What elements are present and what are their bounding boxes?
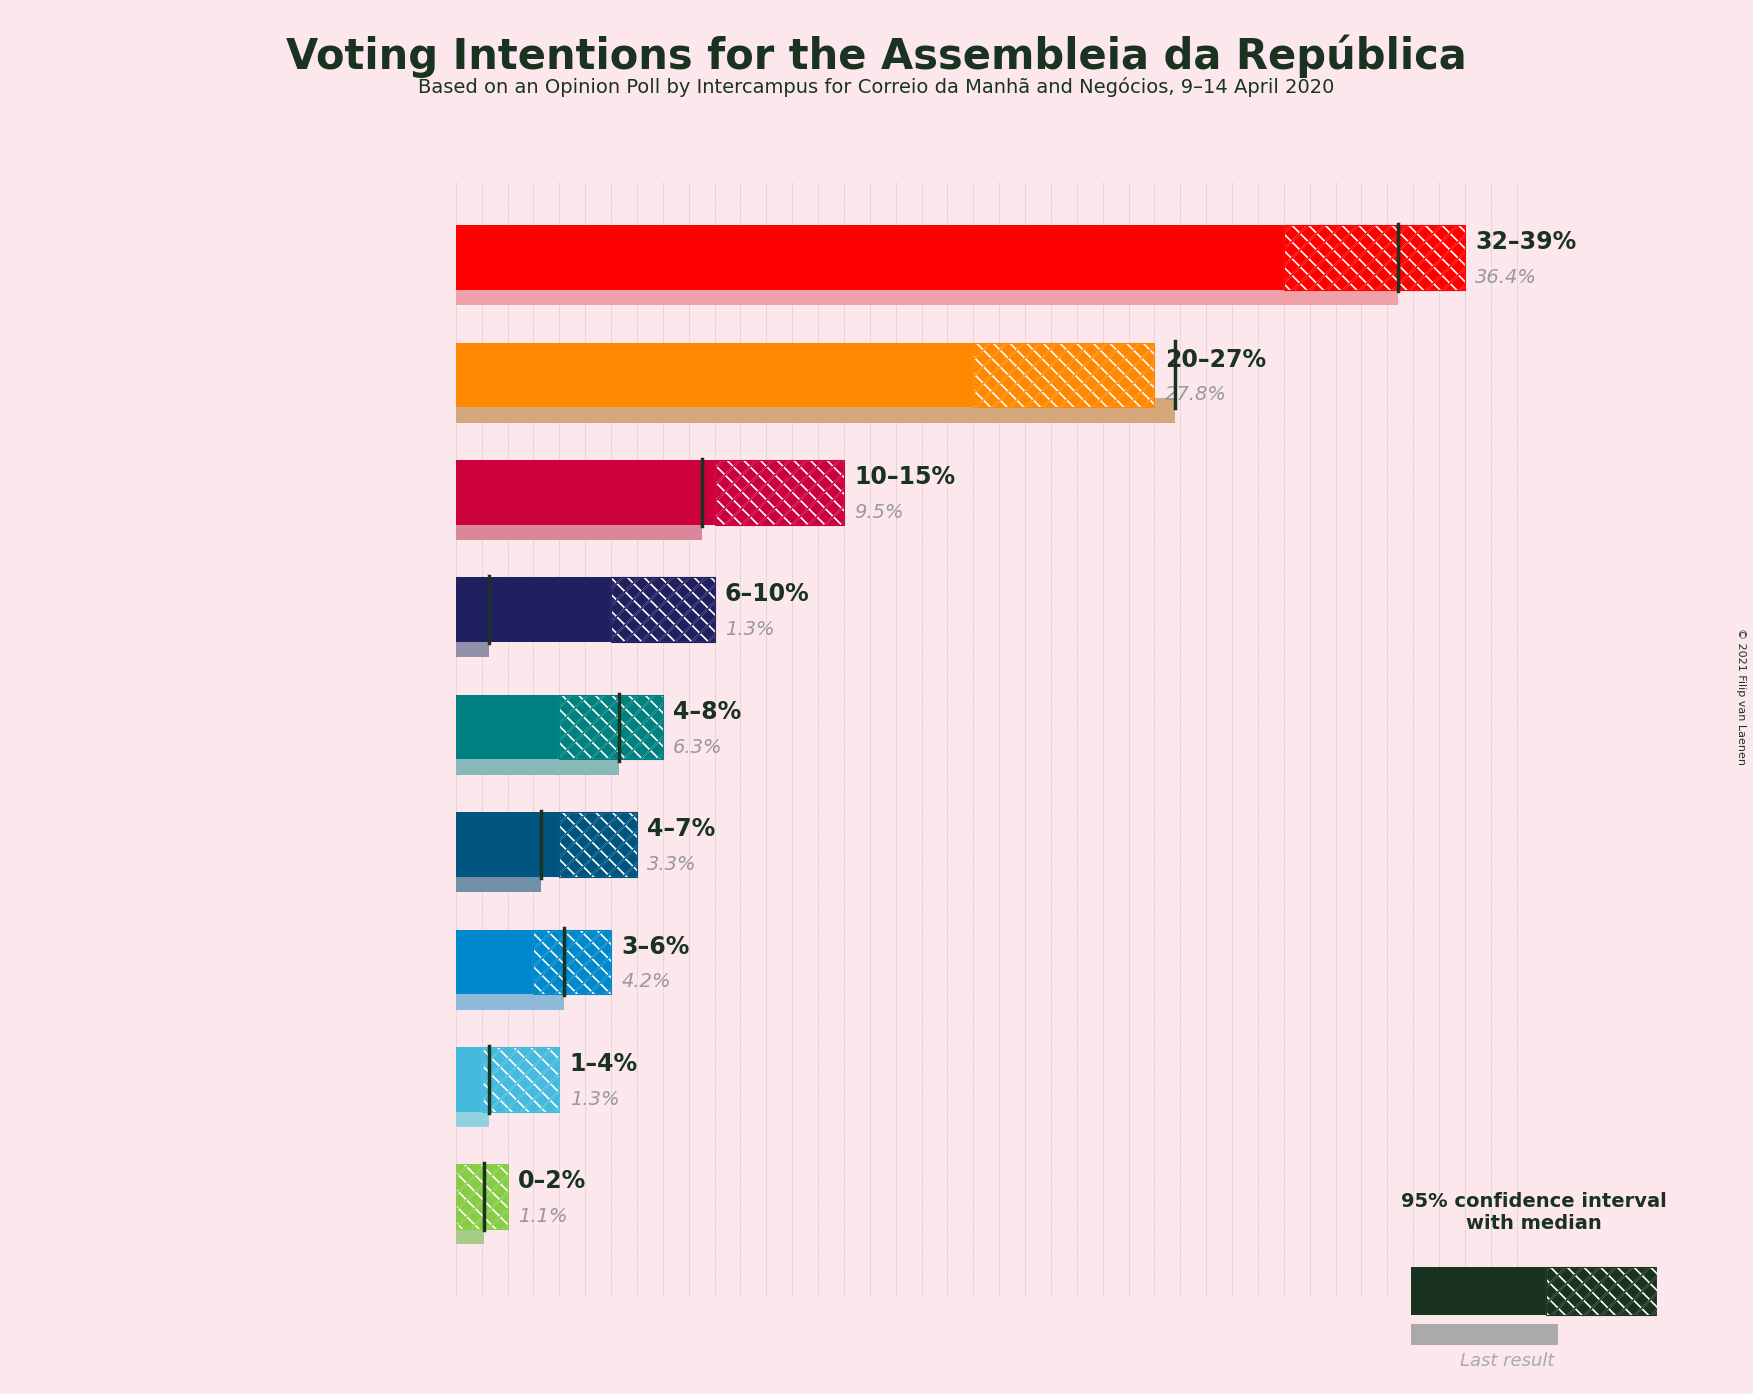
Bar <box>456 867 542 892</box>
Text: Based on an Opinion Poll by Intercampus for Correio da Manhã and Negócios, 9–14 : Based on an Opinion Poll by Intercampus … <box>419 77 1334 96</box>
Bar <box>1283 226 1466 290</box>
Text: 4–8%: 4–8% <box>673 700 742 723</box>
Bar <box>973 343 1155 407</box>
Bar <box>1283 226 1466 290</box>
Bar <box>456 1164 508 1230</box>
Text: 1.3%: 1.3% <box>570 1090 619 1108</box>
Text: 32–39%: 32–39% <box>1476 230 1576 254</box>
Bar <box>715 460 843 524</box>
Bar <box>456 516 701 539</box>
Bar <box>533 930 612 994</box>
Bar <box>456 343 973 407</box>
Text: 0–2%: 0–2% <box>517 1170 586 1193</box>
Bar <box>1411 1324 1558 1345</box>
Text: © 2021 Filip van Laenen: © 2021 Filip van Laenen <box>1735 629 1746 765</box>
Text: 4.2%: 4.2% <box>621 973 671 991</box>
Text: 27.8%: 27.8% <box>1164 385 1227 404</box>
Bar <box>456 1047 482 1111</box>
Bar <box>456 1220 484 1245</box>
Bar <box>559 813 636 877</box>
Bar <box>456 226 1283 290</box>
Bar <box>456 280 1397 305</box>
Text: 1–4%: 1–4% <box>570 1052 638 1076</box>
Bar <box>715 460 843 524</box>
Text: 1.3%: 1.3% <box>726 620 775 638</box>
Bar <box>456 633 489 658</box>
Bar <box>559 694 663 760</box>
Text: 20–27%: 20–27% <box>1164 347 1266 372</box>
Bar <box>559 694 663 760</box>
Bar <box>1546 1267 1657 1315</box>
Bar <box>456 813 559 877</box>
Bar <box>482 1047 559 1111</box>
Bar <box>456 1164 508 1230</box>
Bar <box>1546 1267 1657 1315</box>
Text: 3–6%: 3–6% <box>621 934 689 959</box>
Text: 6.3%: 6.3% <box>673 737 722 757</box>
Bar <box>973 343 1155 407</box>
Bar <box>456 930 533 994</box>
Text: 6–10%: 6–10% <box>726 583 810 606</box>
Text: Last result: Last result <box>1460 1352 1555 1370</box>
Bar <box>559 813 636 877</box>
Text: 9.5%: 9.5% <box>854 503 905 521</box>
Bar <box>1411 1267 1546 1315</box>
Text: 4–7%: 4–7% <box>647 817 715 841</box>
Bar <box>612 577 715 643</box>
Text: 36.4%: 36.4% <box>1476 268 1537 287</box>
Bar <box>456 577 612 643</box>
Bar <box>456 460 715 524</box>
Bar <box>456 986 564 1009</box>
Text: 3.3%: 3.3% <box>647 855 696 874</box>
Text: 95% confidence interval
with median: 95% confidence interval with median <box>1401 1192 1667 1232</box>
Bar <box>456 694 559 760</box>
Bar <box>482 1047 559 1111</box>
Bar <box>456 750 619 775</box>
Text: Voting Intentions for the Assembleia da República: Voting Intentions for the Assembleia da … <box>286 35 1467 78</box>
Bar <box>533 930 612 994</box>
Bar <box>612 577 715 643</box>
Text: 10–15%: 10–15% <box>854 466 955 489</box>
Text: 1.1%: 1.1% <box>517 1207 568 1227</box>
Bar <box>456 399 1175 422</box>
Bar <box>456 1103 489 1126</box>
